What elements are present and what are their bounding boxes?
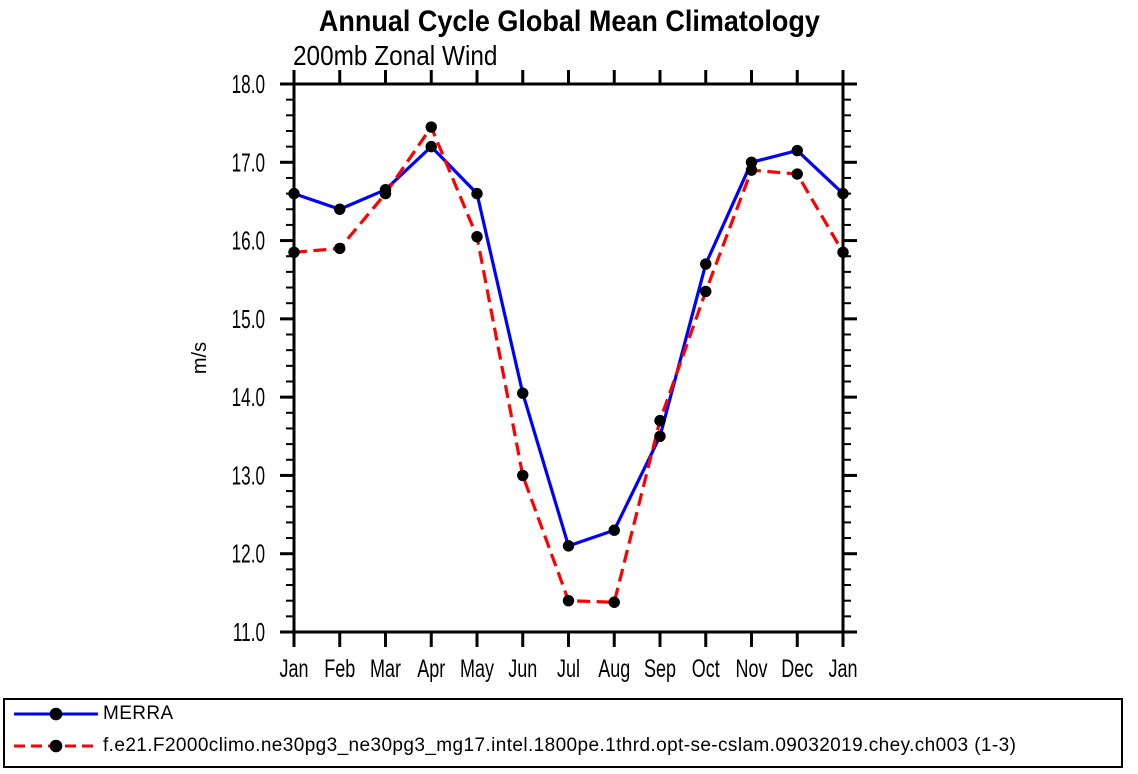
data-point-marker-0 — [562, 540, 575, 552]
x-tick-label: Nov — [736, 654, 768, 683]
data-point-marker-1 — [471, 230, 483, 243]
data-point-marker-1 — [608, 596, 620, 608]
x-tick-label: Jan — [829, 654, 858, 683]
data-point-marker-0 — [745, 156, 758, 168]
x-tick-label: Sep — [644, 654, 676, 683]
data-point-marker-0 — [608, 524, 620, 536]
x-tick-label: Oct — [692, 654, 720, 683]
x-tick-label: May — [460, 654, 494, 683]
data-point-marker-0 — [517, 387, 529, 399]
x-tick-label: Dec — [781, 654, 813, 683]
y-tick-label: 14.0 — [232, 383, 265, 413]
data-point-marker-1 — [745, 164, 758, 176]
data-point-marker-1 — [334, 242, 346, 255]
data-point-marker-1 — [654, 414, 666, 427]
chart-title: Annual Cycle Global Mean Climatology — [0, 5, 1138, 39]
legend-model-line-sample — [14, 739, 98, 753]
legend: MERRA f.e21.F2000climo.ne30pg3_ne30pg3_m… — [3, 698, 1123, 768]
x-tick-label: Jul — [557, 654, 580, 683]
data-point-marker-1 — [791, 168, 803, 180]
data-point-marker-0 — [654, 430, 666, 442]
x-tick-label: Aug — [598, 654, 630, 683]
x-tick-label: Mar — [370, 654, 401, 683]
chart-subtitle-text: 200mb Zonal Wind — [293, 40, 498, 71]
legend-merra-marker-dot — [49, 707, 63, 721]
series-line-1 — [293, 123, 845, 604]
data-point-marker-0 — [700, 258, 712, 270]
data-point-marker-1 — [700, 285, 712, 298]
y-axis-title: m/s — [189, 342, 211, 374]
data-point-marker-1 — [517, 469, 529, 482]
x-tick-label: Apr — [417, 654, 445, 683]
legend-model-marker-dot — [49, 739, 63, 753]
data-point-marker-1 — [562, 594, 575, 607]
legend-item-merra: MERRA — [12, 703, 174, 725]
legend-merra-line-sample — [14, 707, 98, 721]
y-tick-label: 18.0 — [232, 69, 265, 99]
data-point-marker-0 — [837, 187, 849, 200]
data-point-marker-1 — [425, 121, 437, 133]
y-tick-label: 12.0 — [232, 539, 265, 569]
data-point-marker-0 — [425, 140, 437, 153]
data-point-marker-1 — [379, 187, 392, 200]
data-point-marker-0 — [471, 187, 483, 200]
y-tick-label: 11.0 — [233, 617, 265, 647]
data-point-marker-1 — [288, 246, 300, 259]
y-tick-label: 13.0 — [232, 461, 265, 491]
legend-item-model: f.e21.F2000climo.ne30pg3_ne30pg3_mg17.in… — [12, 735, 1016, 757]
data-point-marker-0 — [334, 203, 346, 215]
chart-subtitle: 200mb Zonal Wind — [293, 40, 528, 72]
legend-merra-label: MERRA — [103, 703, 174, 724]
x-tick-label: Jun — [508, 654, 537, 683]
data-point-marker-1 — [837, 246, 849, 259]
x-tick-label: Feb — [324, 654, 355, 683]
legend-model-label: f.e21.F2000climo.ne30pg3_ne30pg3_mg17.in… — [103, 735, 1017, 756]
y-tick-label: 17.0 — [232, 148, 265, 178]
data-point-marker-0 — [288, 187, 300, 200]
chart-title-text: Annual Cycle Global Mean Climatology — [318, 5, 820, 38]
plot-area: Jan Feb Mar Apr May Jun Jul Aug Sep Oct Nov Dec Jan 1… — [189, 69, 858, 683]
y-tick-label: 16.0 — [232, 226, 265, 256]
x-tick-label: Jan — [280, 654, 309, 683]
y-tick-label: 15.0 — [232, 304, 265, 334]
data-point-marker-0 — [791, 144, 803, 157]
